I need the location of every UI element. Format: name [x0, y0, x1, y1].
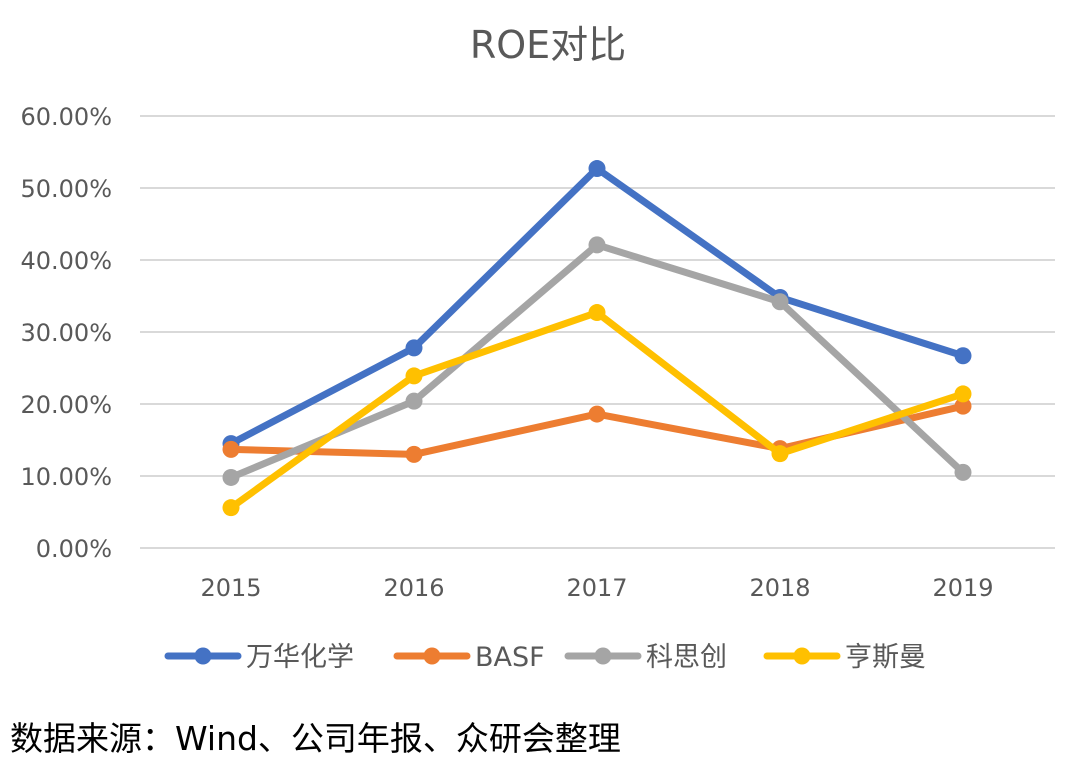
legend-label: 亨斯曼: [845, 642, 926, 673]
series-group: [222, 160, 972, 517]
x-tick-label: 2018: [749, 574, 810, 602]
data-point: [405, 445, 423, 463]
x-tick-label: 2017: [566, 574, 627, 602]
data-point: [222, 499, 240, 517]
y-tick-label: 10.00%: [20, 463, 112, 491]
data-point: [954, 397, 972, 415]
y-tick-label: 40.00%: [20, 247, 112, 275]
data-point: [222, 468, 240, 486]
data-point: [405, 392, 423, 410]
x-tick-label: 2019: [932, 574, 993, 602]
x-axis-tick-labels: 2015 2016 2017 2018 2019: [200, 574, 993, 602]
y-tick-label: 30.00%: [20, 319, 112, 347]
data-point: [771, 445, 789, 463]
series-亨斯曼: [222, 304, 972, 517]
grid-lines: [140, 115, 1055, 549]
data-point: [954, 463, 972, 481]
chart-title: ROE对比: [470, 23, 626, 67]
series-line: [227, 241, 967, 481]
y-tick-label: 50.00%: [20, 175, 112, 203]
legend: 万华化学 BASF 科思创 亨斯曼: [164, 642, 926, 673]
data-point: [405, 339, 423, 357]
data-point: [222, 440, 240, 458]
legend-item: BASF: [393, 642, 545, 673]
y-tick-label: 0.00%: [36, 535, 112, 563]
data-point: [954, 347, 972, 365]
y-tick-label: 60.00%: [20, 103, 112, 131]
legend-item: 科思创: [564, 642, 727, 673]
legend-item: 亨斯曼: [763, 642, 926, 673]
legend-swatch-marker: [793, 647, 811, 665]
data-point: [405, 367, 423, 385]
data-point: [588, 405, 606, 423]
legend-label: BASF: [475, 642, 545, 673]
legend-swatch-marker: [423, 647, 441, 665]
y-axis-tick-labels: 0.00% 10.00% 20.00% 30.00% 40.00% 50.00% 60.00…: [20, 103, 112, 563]
legend-swatch-marker: [194, 647, 212, 665]
legend-item: 万华化学: [164, 642, 354, 673]
data-point: [588, 236, 606, 254]
data-point: [588, 160, 606, 178]
data-point: [771, 293, 789, 311]
x-tick-label: 2015: [200, 574, 261, 602]
x-tick-label: 2016: [383, 574, 444, 602]
series-万华化学: [222, 160, 972, 453]
legend-label: 万华化学: [246, 642, 354, 673]
legend-swatch-marker: [594, 647, 612, 665]
data-point: [588, 304, 606, 322]
y-tick-label: 20.00%: [20, 391, 112, 419]
source-note: 数据来源：Wind、公司年报、众研会整理: [10, 719, 621, 758]
legend-label: 科思创: [646, 642, 727, 673]
data-point: [954, 385, 972, 403]
series-科思创: [222, 236, 972, 486]
